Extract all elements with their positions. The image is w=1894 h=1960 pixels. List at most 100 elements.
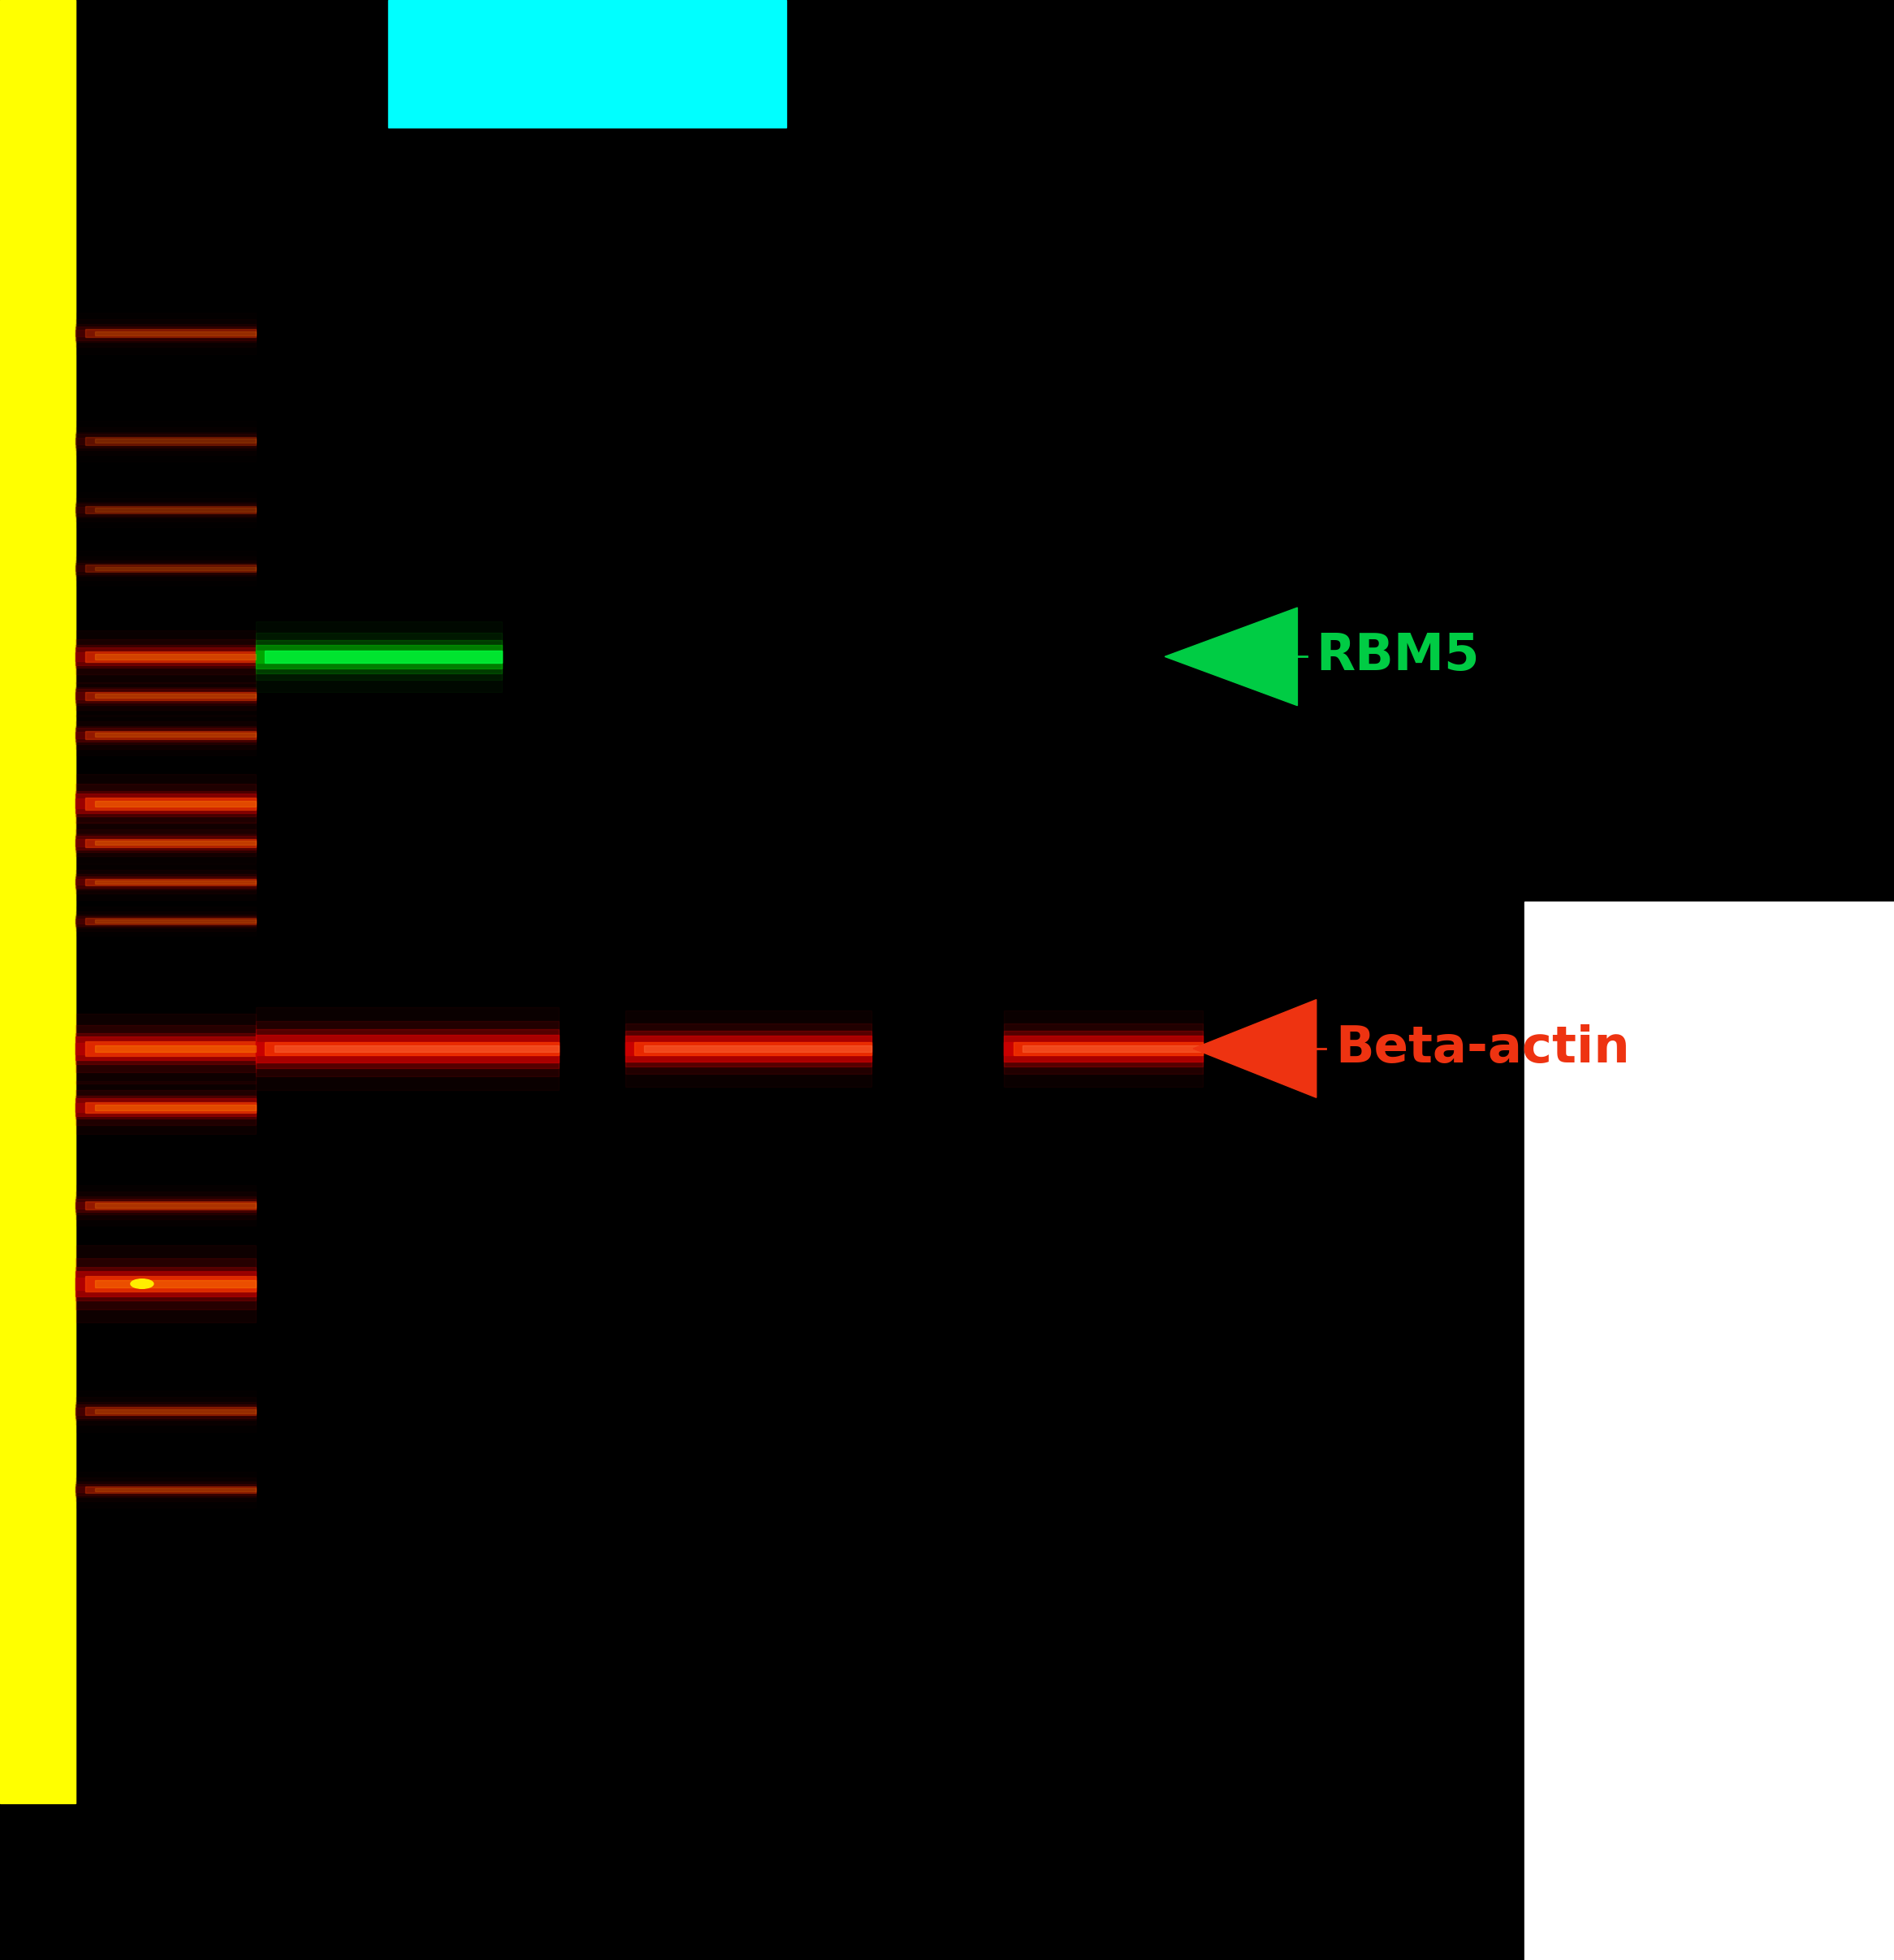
Bar [76, 835, 256, 851]
Bar [1023, 1045, 1203, 1053]
Bar [76, 1103, 256, 1111]
Bar [76, 427, 256, 455]
Bar [76, 1013, 256, 1084]
Bar [1004, 1031, 1203, 1066]
Bar [85, 798, 256, 809]
Bar [76, 329, 256, 337]
Bar [76, 1196, 256, 1215]
Bar [625, 1037, 871, 1062]
Bar [76, 800, 256, 808]
Bar [85, 1201, 256, 1209]
Bar [76, 915, 256, 927]
Bar [76, 1488, 256, 1494]
Bar [76, 1025, 256, 1072]
Bar [634, 1043, 871, 1054]
Bar [76, 1098, 256, 1117]
Text: Beta-actin: Beta-actin [1335, 1025, 1631, 1072]
Bar [1004, 1011, 1203, 1088]
Bar [76, 1037, 256, 1060]
Bar [76, 1200, 256, 1211]
Bar [76, 1268, 256, 1299]
Bar [76, 829, 256, 857]
Bar [76, 557, 256, 580]
Bar [76, 323, 256, 343]
Bar [76, 645, 256, 668]
Bar [85, 917, 256, 925]
Bar [76, 721, 256, 749]
Bar [76, 1401, 256, 1421]
Bar [625, 1043, 871, 1054]
Bar [85, 437, 256, 445]
Bar [76, 561, 256, 576]
Bar [95, 1280, 256, 1288]
Text: RBM5: RBM5 [1316, 633, 1479, 680]
Bar [76, 435, 256, 449]
Bar [76, 1043, 256, 1054]
Bar [0, 0, 76, 1803]
Bar [76, 1201, 256, 1209]
Bar [76, 1482, 256, 1497]
Bar [76, 1397, 256, 1425]
Bar [76, 502, 256, 517]
Bar [76, 1392, 256, 1431]
Bar [85, 731, 256, 739]
Bar [85, 329, 256, 337]
Bar [76, 731, 256, 739]
Bar [76, 874, 256, 890]
Bar [85, 1276, 256, 1292]
Bar [76, 1403, 256, 1419]
Bar [256, 1043, 559, 1056]
Bar [388, 0, 786, 127]
Bar [76, 1407, 256, 1415]
Bar [85, 506, 256, 514]
Bar [625, 1011, 871, 1088]
Bar [76, 792, 256, 817]
Bar [85, 692, 256, 700]
Ellipse shape [131, 1280, 153, 1288]
Bar [76, 911, 256, 931]
Bar [76, 906, 256, 935]
Bar [95, 655, 256, 659]
Bar [76, 864, 256, 900]
Bar [76, 1082, 256, 1133]
Bar [256, 1035, 559, 1062]
Bar [76, 492, 256, 527]
Bar [76, 431, 256, 451]
Bar [76, 880, 256, 886]
Bar [76, 1033, 256, 1064]
Bar [256, 641, 502, 672]
Bar [76, 725, 256, 745]
Bar [95, 566, 256, 570]
Bar [76, 639, 256, 674]
Bar [95, 880, 256, 884]
Bar [76, 794, 256, 813]
Bar [76, 823, 256, 862]
Bar [76, 774, 256, 833]
Bar [76, 682, 256, 710]
Bar [95, 1105, 256, 1109]
Bar [76, 876, 256, 888]
Bar [85, 1486, 256, 1494]
Bar [76, 729, 256, 743]
Bar [76, 1272, 256, 1298]
Bar [76, 690, 256, 704]
Bar [95, 694, 256, 698]
Bar [95, 841, 256, 845]
Bar [1013, 1043, 1203, 1054]
Bar [76, 319, 256, 347]
Bar [76, 437, 256, 445]
Bar [76, 327, 256, 341]
Bar [76, 1478, 256, 1501]
Bar [85, 1407, 256, 1415]
Bar [95, 733, 256, 737]
Bar [95, 1488, 256, 1492]
Bar [265, 1043, 559, 1056]
Bar [95, 800, 256, 808]
Bar [76, 312, 256, 353]
Bar [256, 1007, 559, 1090]
Bar [76, 784, 256, 823]
Bar [76, 1484, 256, 1495]
Bar [76, 563, 256, 574]
Bar [76, 919, 256, 923]
Bar [95, 1045, 256, 1053]
